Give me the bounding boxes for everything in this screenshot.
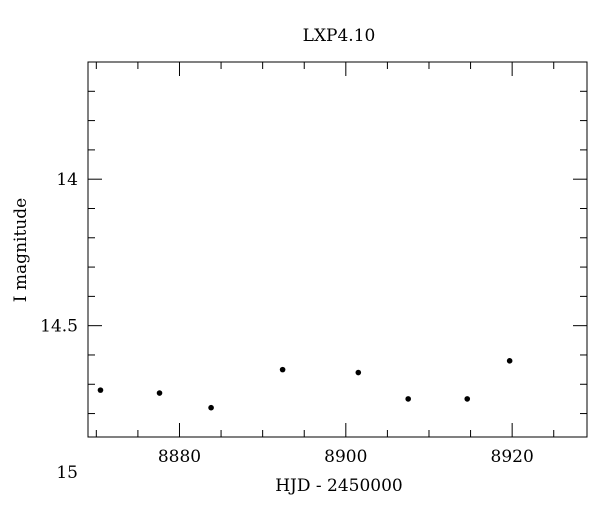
y-tick-labels: 14 14.5 15	[40, 170, 78, 483]
chart-title: LXP4.10	[303, 26, 376, 46]
plot-frame	[87, 61, 588, 438]
x-tick-label: 8900	[324, 447, 367, 467]
x-tick-labels: 8880 8900 8920	[158, 447, 534, 467]
data-point	[97, 387, 104, 393]
y-axis-label: I magnitude	[11, 198, 31, 302]
axis-ticks	[88, 61, 587, 437]
data-point	[464, 396, 471, 402]
data-point	[506, 358, 513, 364]
x-tick-label: 8880	[158, 447, 201, 467]
data-points	[97, 358, 513, 411]
data-point	[156, 390, 163, 396]
y-tick-label: 15	[56, 463, 78, 483]
y-tick-label: 14.5	[40, 317, 78, 337]
data-point	[405, 396, 411, 402]
data-point	[279, 366, 286, 373]
data-point	[208, 404, 214, 411]
data-point	[355, 369, 362, 376]
x-tick-label: 8920	[491, 447, 534, 467]
x-axis-label: HJD - 2450000	[275, 476, 403, 496]
y-tick-label: 14	[56, 170, 78, 190]
